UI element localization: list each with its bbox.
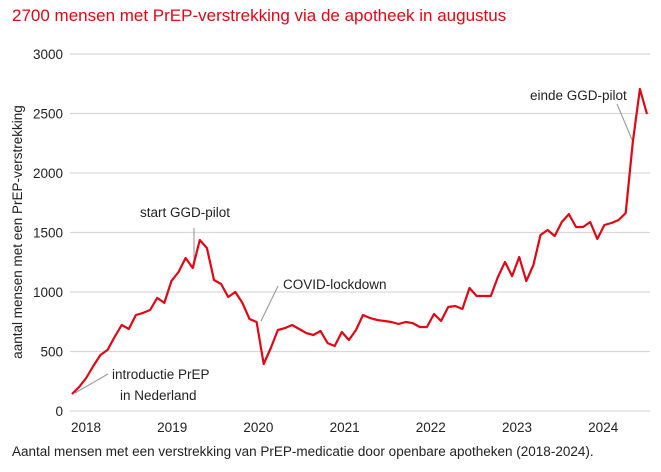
line-chart: 0 500 1000 1500 2000 2500 3000 2018 2019 2020 202… <box>10 47 650 435</box>
annotation-leader-line <box>74 373 109 394</box>
x-tick-label: 2022 <box>416 420 446 435</box>
x-tick-label: 2018 <box>71 420 101 435</box>
x-tick-label: 2023 <box>502 420 532 435</box>
x-tick-label: 2021 <box>330 420 360 435</box>
x-tick-label: 2019 <box>157 420 187 435</box>
annotation-label: COVID-lockdown <box>283 277 387 292</box>
annotations: introductie PrEP in Nederland start GGD-pi… <box>74 88 634 403</box>
series-line <box>71 87 649 395</box>
annotation-label: start GGD-pilot <box>140 205 230 220</box>
y-tick-label: 2500 <box>33 107 63 122</box>
y-tick-labels: 0 500 1000 1500 2000 2500 3000 <box>33 47 63 419</box>
y-tick-label: 1000 <box>33 285 63 300</box>
chart-title: 2700 mensen met PrEP-verstrekking via de… <box>12 6 507 25</box>
annotation-label: in Nederland <box>120 388 197 403</box>
gridlines <box>70 53 650 412</box>
y-tick-label: 1500 <box>33 226 63 241</box>
annotation-label: introductie PrEP <box>112 367 210 382</box>
annotation-label: einde GGD-pilot <box>530 88 627 103</box>
y-axis-label: aantal mensen met een PrEP-verstrekking <box>10 105 25 359</box>
y-tick-label: 2000 <box>33 166 63 181</box>
annotation-leader-line <box>616 103 634 143</box>
y-tick-label: 3000 <box>33 47 63 62</box>
x-tick-label: 2020 <box>243 420 273 435</box>
y-tick-label: 500 <box>40 345 63 360</box>
annotation-leader-line <box>260 285 279 322</box>
chart-caption: Aantal mensen met een verstrekking van P… <box>12 444 594 459</box>
x-tick-labels: 2018 2019 2020 2021 2022 2023 2024 <box>71 420 619 435</box>
y-tick-label: 0 <box>55 404 63 419</box>
x-tick-label: 2024 <box>588 420 619 435</box>
